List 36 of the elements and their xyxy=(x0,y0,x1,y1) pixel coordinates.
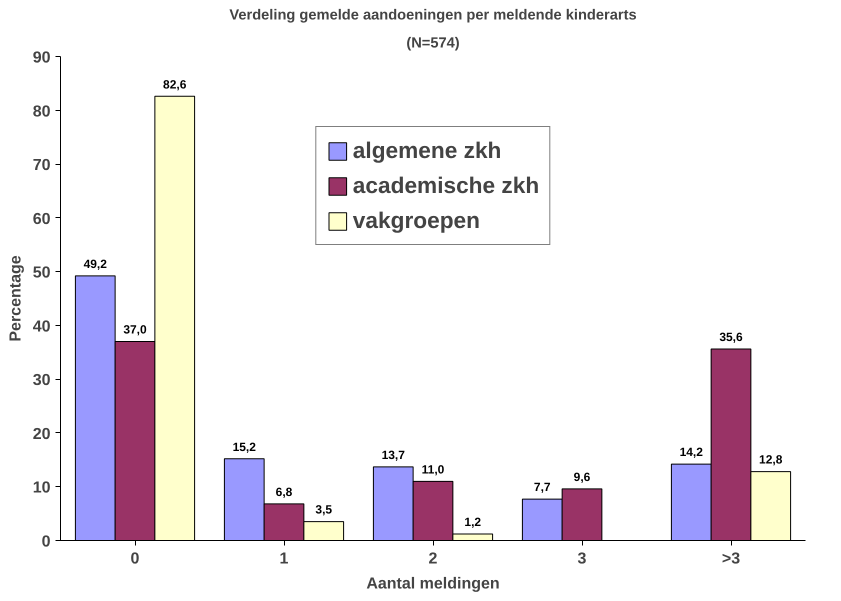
y-tick-label: 10 xyxy=(32,480,51,497)
y-tick-label: 90 xyxy=(32,50,51,66)
data-label: 6,8 xyxy=(276,484,293,499)
y-tick-label: 40 xyxy=(32,318,51,336)
x-tick-label: 1 xyxy=(280,550,289,568)
data-label: 14,2 xyxy=(680,445,704,460)
data-label: 3,5 xyxy=(315,502,332,517)
data-label: 15,2 xyxy=(232,440,256,454)
chart-subtitle: (N=574) xyxy=(406,36,460,52)
x-tick-label: 3 xyxy=(578,550,587,568)
data-label: 11,0 xyxy=(422,462,445,476)
y-axis-title: Percentage xyxy=(8,255,25,342)
x-tick-label: >3 xyxy=(722,550,740,568)
y-tick-label: 70 xyxy=(32,157,51,174)
data-label: 12,8 xyxy=(759,452,783,467)
data-label: 13,7 xyxy=(382,448,406,462)
y-tick-label: 80 xyxy=(32,103,51,120)
legend-label: algemene zkh xyxy=(352,137,502,164)
x-axis-title: Aantal meldingen xyxy=(366,576,500,592)
y-tick-label: 0 xyxy=(42,534,51,550)
y-tick-label: 50 xyxy=(32,264,51,282)
y-tick-label: 30 xyxy=(32,372,51,390)
x-tick-label: 0 xyxy=(130,550,140,568)
y-tick-label: 20 xyxy=(32,426,51,443)
legend-label: vakgroepen xyxy=(352,207,480,234)
data-label: 37,0 xyxy=(123,322,148,337)
legend-label: academische zkh xyxy=(352,172,540,199)
data-label: 1,2 xyxy=(464,515,482,530)
data-label: 7,7 xyxy=(534,480,551,494)
data-label: 49,2 xyxy=(84,256,108,271)
y-tick-label: 60 xyxy=(32,210,51,228)
chart-title: Verdeling gemelde aandoeningen per meldende kinderarts xyxy=(229,8,637,24)
data-label: 9,6 xyxy=(574,470,591,484)
data-label: 35,6 xyxy=(719,330,744,344)
x-tick-label: 2 xyxy=(428,550,438,568)
data-label: 82,6 xyxy=(163,77,187,92)
